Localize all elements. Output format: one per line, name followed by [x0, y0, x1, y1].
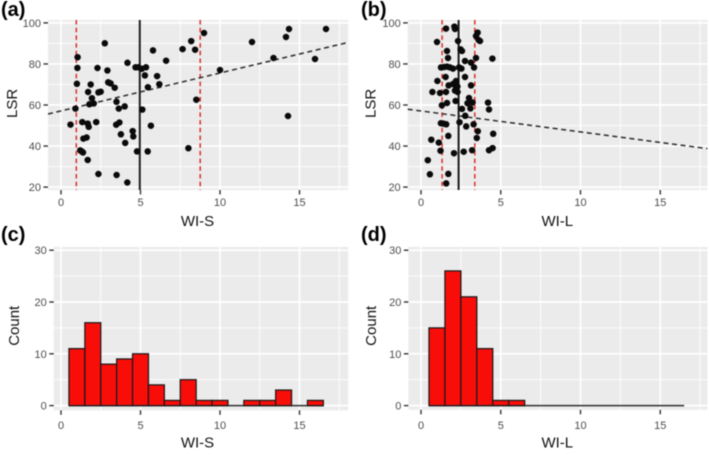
svg-text:30: 30 [389, 245, 401, 257]
svg-text:(d): (d) [361, 224, 387, 246]
svg-text:5: 5 [498, 197, 504, 209]
svg-text:(a): (a) [1, 0, 25, 21]
svg-text:15: 15 [654, 420, 666, 432]
svg-text:5: 5 [137, 420, 143, 432]
svg-text:Count: Count [6, 305, 23, 346]
svg-text:20: 20 [389, 297, 401, 309]
svg-text:WI-S: WI-S [181, 434, 214, 450]
svg-text:5: 5 [137, 197, 143, 209]
svg-text:WI-L: WI-L [541, 213, 573, 230]
svg-text:0: 0 [418, 420, 424, 432]
svg-text:(c): (c) [1, 224, 25, 246]
svg-text:WI-L: WI-L [541, 434, 573, 450]
svg-text:100: 100 [382, 18, 400, 30]
svg-text:60: 60 [29, 100, 41, 112]
svg-text:0: 0 [418, 197, 424, 209]
svg-text:20: 20 [388, 182, 400, 194]
svg-text:20: 20 [29, 182, 41, 194]
svg-text:15: 15 [293, 197, 305, 209]
svg-text:0: 0 [58, 197, 64, 209]
svg-text:10: 10 [35, 349, 47, 361]
svg-text:30: 30 [35, 245, 47, 257]
svg-text:0: 0 [395, 401, 401, 413]
svg-text:40: 40 [29, 141, 41, 153]
svg-text:0: 0 [58, 420, 64, 432]
svg-text:LSR: LSR [4, 89, 21, 118]
svg-text:10: 10 [214, 420, 226, 432]
svg-text:Count: Count [363, 305, 380, 346]
svg-text:0: 0 [41, 401, 47, 413]
svg-text:5: 5 [498, 420, 504, 432]
svg-text:10: 10 [214, 197, 226, 209]
svg-text:15: 15 [654, 197, 666, 209]
svg-text:WI-S: WI-S [181, 213, 214, 230]
svg-text:10: 10 [574, 420, 586, 432]
svg-text:60: 60 [388, 100, 400, 112]
svg-text:10: 10 [389, 349, 401, 361]
svg-text:(b): (b) [361, 0, 387, 21]
svg-text:80: 80 [388, 59, 400, 71]
svg-text:10: 10 [574, 197, 586, 209]
svg-text:20: 20 [35, 297, 47, 309]
svg-text:100: 100 [23, 18, 41, 30]
svg-text:80: 80 [29, 59, 41, 71]
svg-text:15: 15 [293, 420, 305, 432]
svg-text:40: 40 [388, 141, 400, 153]
svg-text:LSR: LSR [363, 89, 380, 118]
